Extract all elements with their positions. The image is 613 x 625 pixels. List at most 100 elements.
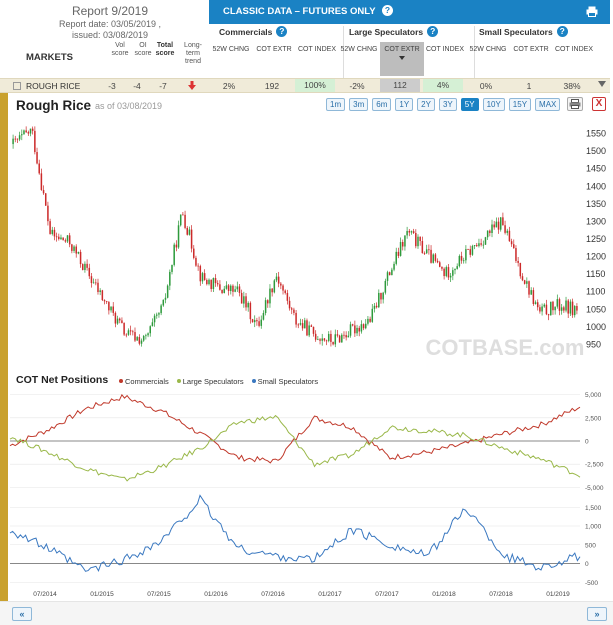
series-line	[9, 414, 581, 482]
candle-body	[203, 273, 206, 280]
candle-body	[380, 292, 382, 300]
range-button-active[interactable]: 5Y	[460, 98, 479, 111]
legend-item-large[interactable]: Large Speculators	[176, 377, 244, 386]
cot-chart: -5,000 -2,500 0 2,500 5,000	[9, 392, 604, 492]
prev-button[interactable]: «	[12, 607, 32, 621]
print-chart-button[interactable]	[567, 97, 583, 111]
y-tick-label: 950	[586, 339, 601, 349]
range-button[interactable]: 1Y	[395, 98, 414, 111]
x-tick-label: 01/2017	[318, 591, 342, 597]
candle-body	[304, 320, 306, 329]
candle-body	[92, 282, 95, 284]
next-button[interactable]: »	[587, 607, 607, 621]
candle-body	[554, 306, 556, 311]
candle-body	[341, 334, 343, 343]
candle-body	[97, 282, 99, 292]
candle-body	[84, 263, 86, 270]
candle-body	[299, 323, 302, 325]
range-button[interactable]: 6m	[372, 98, 392, 111]
col-header[interactable]: COT INDEX	[426, 46, 464, 53]
candle-body	[415, 232, 417, 247]
range-button[interactable]: MAX	[535, 98, 561, 111]
legend-label: Commercials	[125, 377, 169, 386]
col-header[interactable]: COT EXTR	[256, 46, 292, 53]
candle-body	[190, 229, 193, 249]
candle-body	[434, 254, 437, 261]
help-icon[interactable]: ?	[556, 26, 568, 37]
candle-body	[404, 235, 406, 247]
candle-body	[425, 249, 428, 254]
x-tick-label: 07/2014	[33, 591, 57, 597]
candle-body	[36, 152, 38, 164]
close-button[interactable]: X	[592, 97, 606, 111]
candle-body	[260, 319, 263, 326]
candle-body	[271, 288, 273, 293]
legend-item-small[interactable]: Small Speculators	[251, 377, 318, 386]
candle-body	[336, 334, 339, 336]
range-button[interactable]: 2Y	[417, 98, 435, 111]
expand-icon[interactable]	[13, 82, 21, 90]
total-score-header: Total score	[155, 42, 175, 57]
candle-body	[153, 315, 156, 323]
candle-body	[240, 292, 243, 304]
vol-score: -3	[108, 81, 116, 91]
cot-legend: Commercials Large Speculators Small Spec…	[119, 377, 318, 386]
candle-body	[171, 264, 173, 272]
range-button[interactable]: 10Y	[482, 98, 505, 111]
y-tick-label: 5,000	[585, 392, 602, 399]
legend-item-commercials[interactable]: Commercials	[119, 377, 169, 386]
col-header[interactable]: COT INDEX	[298, 46, 336, 53]
candle-body	[212, 278, 215, 290]
candle-body	[288, 300, 291, 309]
col-header[interactable]: 52W CHNG	[469, 46, 507, 53]
candle-body	[386, 272, 389, 281]
candle-body	[151, 322, 154, 327]
candle-body	[567, 300, 569, 314]
range-button[interactable]: 3Y	[438, 98, 457, 111]
scroll-down-icon[interactable]	[598, 81, 606, 87]
candle-body	[75, 246, 77, 254]
candle-body	[388, 272, 391, 276]
candle-body	[295, 312, 297, 325]
candle-body	[284, 290, 286, 293]
candle-body	[489, 230, 491, 234]
candle-body	[297, 324, 300, 326]
x-tick-label: 01/2016	[204, 591, 228, 597]
candle-body	[563, 307, 565, 311]
x-tick-label: 07/2015	[147, 591, 171, 597]
candle-body	[179, 214, 182, 226]
candle-body	[338, 335, 341, 343]
col-header[interactable]: COT EXTR	[513, 46, 549, 53]
candle-body	[86, 263, 88, 268]
candle-body	[445, 267, 448, 277]
candle-body	[47, 205, 49, 222]
candle-body	[423, 253, 426, 254]
col-header-active[interactable]: COT EXTR	[380, 42, 424, 76]
help-icon[interactable]: ?	[427, 26, 439, 37]
candle-body	[79, 251, 82, 265]
candle-body	[123, 322, 125, 335]
col-header[interactable]: 52W CHNG	[212, 46, 250, 53]
help-icon[interactable]: ?	[276, 26, 288, 37]
print-icon[interactable]	[586, 6, 598, 17]
range-button[interactable]: 15Y	[508, 98, 532, 111]
trend-down-icon	[188, 81, 196, 90]
col-header[interactable]: 52W CHNG	[340, 46, 378, 53]
range-button[interactable]: 3m	[349, 98, 369, 111]
table-row[interactable]: ROUGH RICE -3 -4 -7 2% 192 100% -2% 112 …	[0, 78, 610, 93]
col-header[interactable]: COT INDEX	[555, 46, 593, 53]
candle-body	[552, 301, 554, 311]
help-icon[interactable]: ?	[382, 5, 394, 16]
candle-body	[558, 299, 561, 311]
range-button[interactable]: 1m	[326, 98, 346, 111]
candle-body	[515, 248, 517, 261]
candle-body	[273, 280, 276, 293]
market-name[interactable]: ROUGH RICE	[26, 81, 81, 91]
candle-body	[545, 304, 548, 315]
candle-body	[34, 130, 36, 153]
candle-body	[290, 308, 293, 310]
candle-body	[560, 307, 563, 311]
y-tick-label: -5,000	[585, 485, 604, 492]
candle-body	[73, 246, 75, 251]
y-tick-label: 1000	[586, 322, 606, 332]
